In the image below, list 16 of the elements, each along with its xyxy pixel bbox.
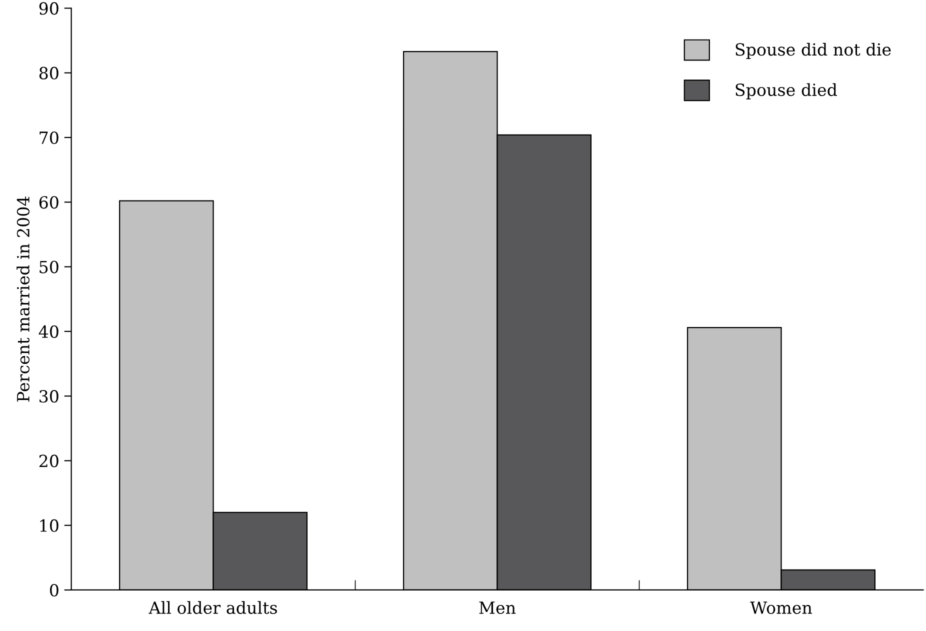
x-tick-label: All older adults <box>148 601 277 614</box>
y-axis-title: Percent married in 2004 <box>16 196 30 402</box>
legend-label: Spouse did not die <box>736 42 891 59</box>
legend-label: Spouse died <box>736 83 838 100</box>
y-tick-label: 50 <box>40 260 58 274</box>
y-tick-label: 90 <box>39 2 58 15</box>
y-tick-label: 60 <box>39 196 58 209</box>
y-tick-label: 30 <box>40 390 58 403</box>
y-tick-label: 40 <box>38 325 58 338</box>
y-tick-label: 80 <box>39 66 58 80</box>
y-tick-label: 20 <box>39 454 58 468</box>
x-tick-label: Women <box>750 602 812 614</box>
x-tick-label: Men <box>479 602 516 614</box>
y-tick-label: 70 <box>40 131 58 144</box>
y-tick-label: 0 <box>50 584 58 597</box>
y-tick-label: 10 <box>40 519 58 532</box>
